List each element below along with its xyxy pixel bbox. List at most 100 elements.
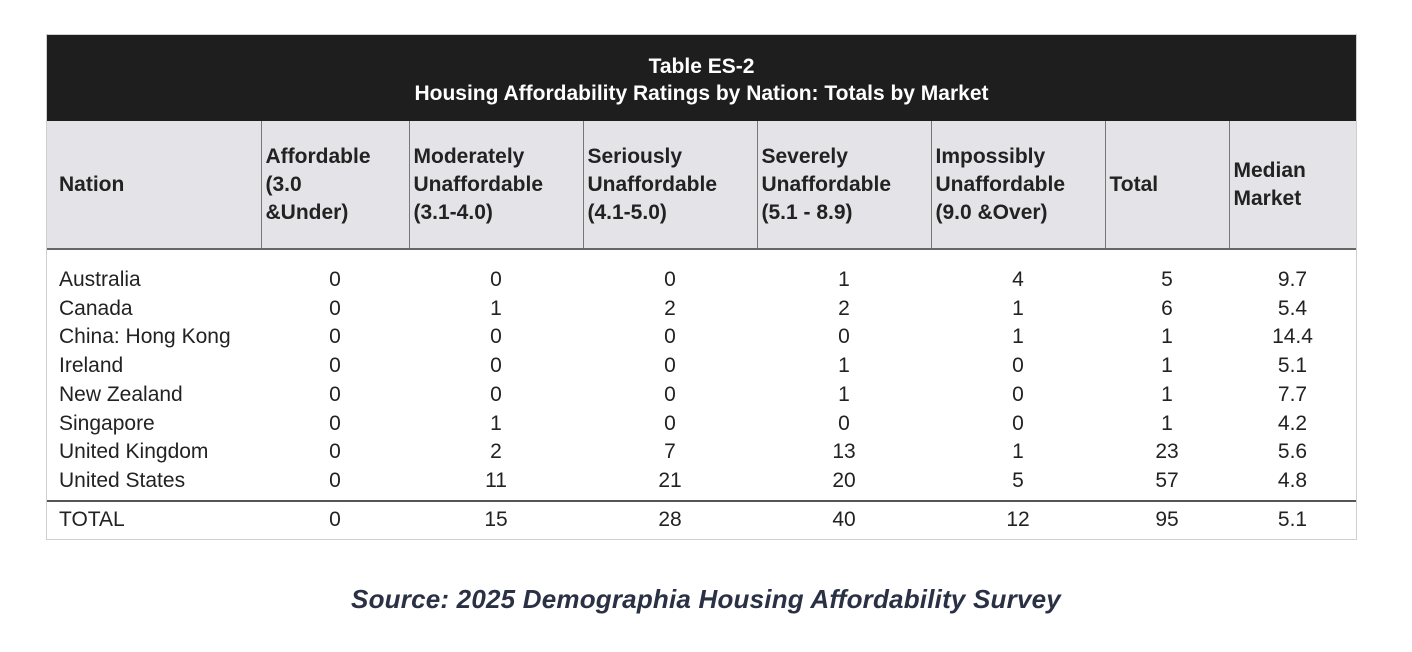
cell-median: 5.1 [1229,499,1356,539]
header-line: Seriously [587,144,683,168]
cell-severely: 20 [832,468,856,492]
cell-moderately: 0 [490,354,502,378]
table-row: Canada 0 1 2 2 1 6 5.4 [47,295,1356,324]
cell-severely: 1 [838,354,850,378]
cell-nation: Canada [59,296,133,320]
header-row: Nation Affordable (3.0 &Under) Moderately Una… [47,121,1356,250]
cell-affordable: 0 [261,499,409,539]
cell-affordable: 0 [329,468,341,492]
header-severely: Severely Unaffordable (5.1 - 8.9) [756,121,931,250]
table-row: United Kingdom 0 2 7 13 1 23 5.6 [47,438,1356,467]
table-row: China: Hong Kong 0 0 0 0 1 1 14.4 [47,323,1356,352]
cell-seriously: 0 [664,268,676,291]
cell-median: 14.4 [1272,325,1313,349]
cell-severely: 0 [838,411,850,435]
header-line: Affordable [265,144,371,168]
table-row: New Zealand 0 0 0 1 0 1 7.7 [47,381,1356,410]
header-line: (3.0 [265,172,302,196]
header-line: &Under) [265,200,349,224]
cell-severely: 13 [832,440,856,464]
affordability-table: Table ES-2 Housing Affordability Ratings… [46,34,1357,540]
cell-severely: 1 [838,382,850,406]
cell-affordable: 0 [329,325,341,349]
header-moderately: Moderately Unaffordable (3.1-4.0) [408,121,583,250]
header-line: Unaffordable [413,172,544,196]
cell-nation: United States [59,468,186,492]
header-nation: Nation [47,121,261,250]
header-line: Severely [761,144,848,168]
table-row: United States 0 11 21 20 5 57 4.8 [47,467,1356,501]
header-line: Moderately [413,144,525,168]
cell-affordable: 0 [329,440,341,464]
table-row: Australia 0 0 0 1 4 5 9.7 [47,249,1356,295]
total-row: TOTAL 0 15 28 40 12 95 5.1 [47,499,1356,539]
cell-moderately: 11 [485,468,507,492]
cell-moderately: 15 [409,499,583,539]
table-title: Table ES-2 [648,55,755,78]
cell-total: 6 [1161,296,1173,320]
table-body: Australia 0 0 0 1 4 5 9.7 Canada 0 1 2 2 1 6 5.4 China: … [47,249,1356,539]
cell-seriously: 0 [664,354,676,378]
header-line: Market [1233,186,1302,210]
cell-moderately: 1 [490,296,502,320]
header-line: (5.1 - 8.9) [761,200,853,224]
cell-impossibly: 5 [1012,468,1024,492]
header-line: Unaffordable [935,172,1066,196]
cell-moderately: 0 [490,382,502,406]
cell-impossibly: 1 [1012,296,1024,320]
header-line: (4.1-5.0) [587,200,667,224]
header-line: Unaffordable [761,172,892,196]
header-median: Median Market [1228,121,1356,250]
cell-affordable: 0 [329,382,341,406]
cell-impossibly: 1 [1012,440,1024,464]
cell-nation: TOTAL [47,499,261,539]
cell-median: 4.8 [1277,468,1308,492]
cell-seriously: 0 [664,325,676,349]
cell-moderately: 2 [490,440,502,464]
table-row: Singapore 0 1 0 0 0 1 4.2 [47,410,1356,439]
cell-total: 5 [1161,268,1173,291]
cell-impossibly: 0 [1012,411,1024,435]
cell-nation: New Zealand [59,382,183,406]
cell-moderately: 1 [490,411,502,435]
cell-median: 5.6 [1277,440,1308,464]
cell-seriously: 21 [658,468,682,492]
header-affordable: Affordable (3.0 &Under) [260,121,409,250]
header-line: (9.0 &Over) [935,200,1048,224]
cell-total: 1 [1161,325,1173,349]
table-title-bar: Table ES-2 Housing Affordability Ratings… [47,35,1356,121]
cell-affordable: 0 [329,268,341,291]
cell-total: 1 [1161,411,1173,435]
cell-median: 5.1 [1277,354,1308,378]
cell-total: 57 [1155,468,1179,492]
header-total: Total [1104,121,1229,250]
cell-impossibly: 0 [1012,382,1024,406]
cell-severely: 0 [838,325,850,349]
cell-median: 4.2 [1277,411,1308,435]
header-line: Total [1109,172,1159,196]
cell-moderately: 0 [490,268,502,291]
table-subtitle: Housing Affordability Ratings by Nation:… [414,82,989,105]
cell-affordable: 0 [329,354,341,378]
data-table: Nation Affordable (3.0 &Under) Moderately Una… [47,121,1356,539]
cell-median: 9.7 [1277,268,1308,291]
source-caption: Source: 2025 Demographia Housing Afforda… [351,584,1061,614]
cell-nation: Ireland [59,354,124,378]
cell-nation: China: Hong Kong [59,325,231,349]
cell-impossibly: 1 [1012,325,1024,349]
cell-severely: 1 [838,268,850,291]
cell-nation: Australia [59,268,141,291]
table-row: Ireland 0 0 0 1 0 1 5.1 [47,352,1356,381]
cell-seriously: 2 [664,296,676,320]
cell-nation: United Kingdom [59,440,209,464]
cell-impossibly: 4 [1012,268,1024,291]
cell-moderately: 0 [490,325,502,349]
cell-severely: 2 [838,296,850,320]
cell-impossibly: 0 [1012,354,1024,378]
cell-seriously: 28 [583,499,757,539]
cell-affordable: 0 [329,411,341,435]
header-line: (3.1-4.0) [413,200,493,224]
header-line: Median [1233,158,1306,182]
cell-affordable: 0 [329,296,341,320]
cell-seriously: 7 [664,440,676,464]
